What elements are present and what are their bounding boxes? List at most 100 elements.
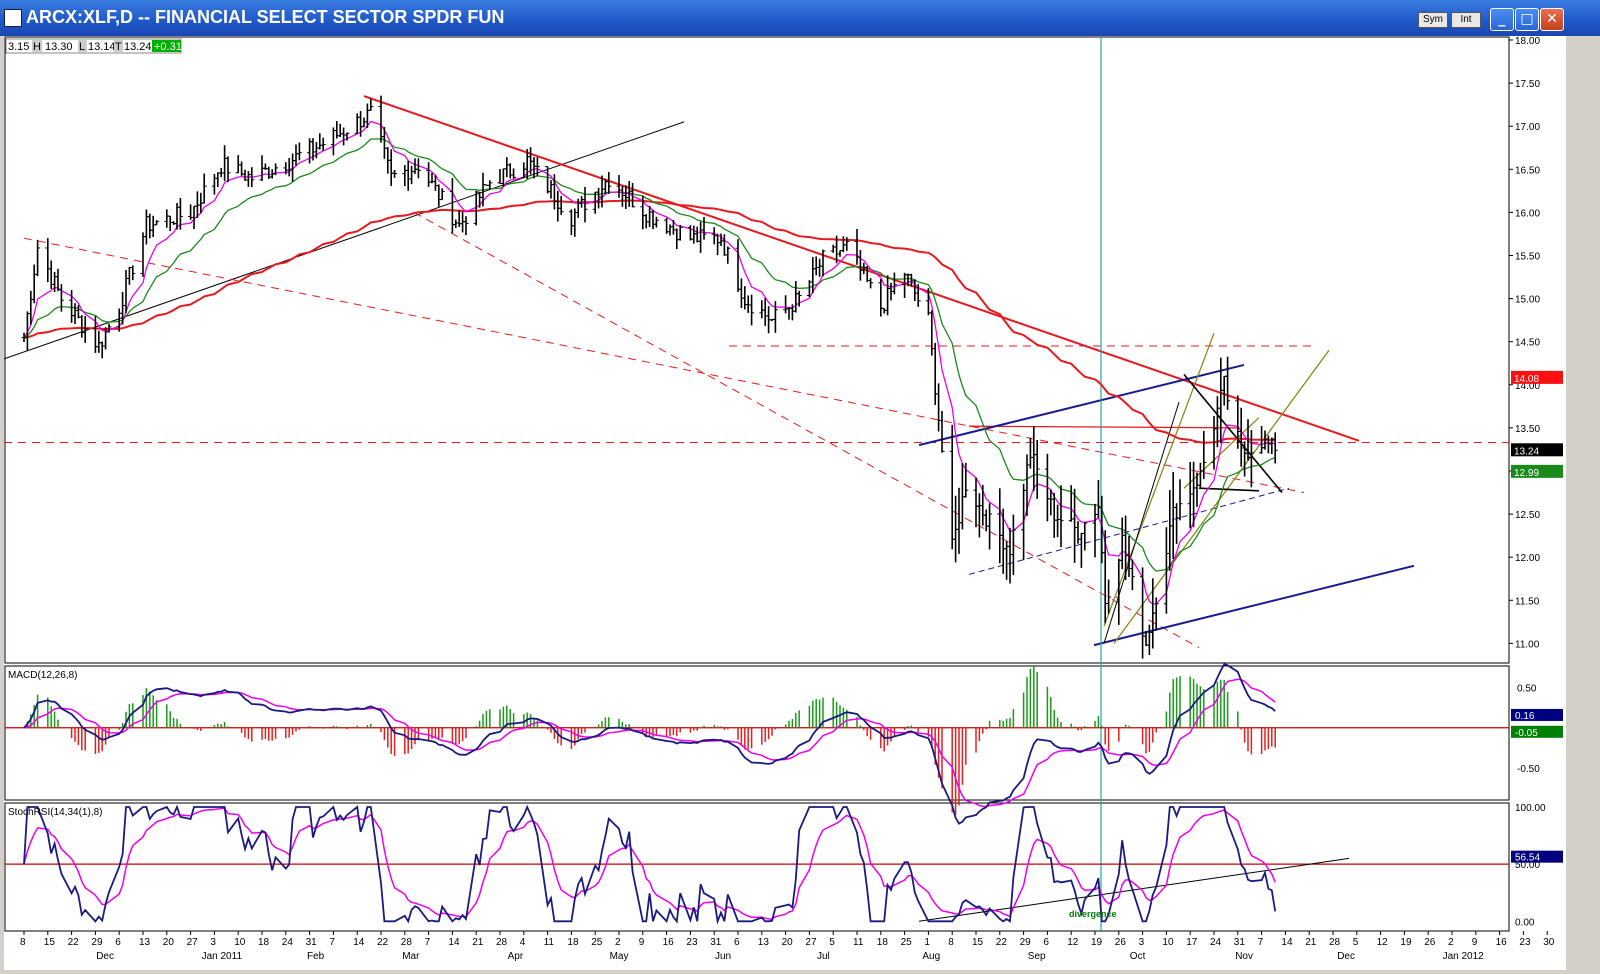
x-axis-label: 14	[353, 937, 365, 948]
x-axis-label: 27	[805, 937, 817, 948]
x-axis-label: 31	[710, 937, 722, 948]
x-axis-month-label: May	[610, 951, 629, 962]
x-axis-label: 31	[306, 937, 318, 948]
price-axis-label: 16.00	[1515, 208, 1540, 219]
macd-panel	[4, 665, 1510, 801]
int-toggle[interactable]: Int	[1451, 12, 1481, 28]
x-axis-label: 22	[68, 937, 80, 948]
x-axis-label: 14	[448, 937, 460, 948]
x-axis-label: 23	[686, 937, 698, 948]
macd-axis-label: -0.50	[1517, 764, 1540, 775]
price-axis-label: 17.00	[1515, 122, 1540, 133]
minimize-button[interactable]: _	[1490, 8, 1514, 31]
quote-high-tag: H	[33, 41, 41, 53]
x-axis-label: 8	[948, 937, 954, 948]
price-axis-label: 14.50	[1515, 338, 1540, 349]
x-axis-label: 23	[1519, 937, 1531, 948]
x-axis-label: 11	[544, 937, 555, 948]
long-moving-average-line	[23, 199, 1276, 444]
x-axis-label: 15	[972, 937, 984, 948]
macd-badge	[1511, 708, 1563, 721]
x-axis-label: 20	[163, 937, 175, 948]
macd-title: MACD(12,26,8)	[8, 670, 77, 681]
x-axis-month-label: Sep	[1028, 951, 1046, 962]
stoch-axis-label: 50.00	[1515, 860, 1540, 871]
x-axis-label: 27	[187, 937, 199, 948]
stoch-badge-label: 56.54	[1515, 853, 1540, 864]
price-axis-label: 15.50	[1515, 251, 1540, 262]
chart-canvas[interactable]: 3.15 H 13.30 L 13.14 T 13.24 +0.31 18.00…	[3, 36, 1566, 970]
x-axis-label: 26	[1424, 937, 1436, 948]
stoch-panel	[4, 802, 1510, 932]
x-axis-label: 9	[639, 937, 645, 948]
up-trendline	[3, 121, 685, 360]
x-axis-label: 3	[210, 937, 216, 948]
x-axis-label: 25	[901, 937, 913, 948]
price-badge-label: 13.24	[1514, 446, 1539, 457]
x-axis-label: 28	[401, 937, 413, 948]
x-axis-label: 5	[829, 937, 835, 948]
stoch-line	[23, 804, 1277, 925]
stoch-signal-line	[23, 807, 1276, 921]
x-axis-label: 6	[734, 937, 740, 948]
x-axis-label: 10	[234, 937, 246, 948]
x-axis-label: 12	[1067, 937, 1079, 948]
price-axis-label: 17.50	[1515, 79, 1540, 90]
x-axis-month-label: Jun	[715, 951, 731, 962]
x-axis-label: 31	[1234, 937, 1246, 948]
black-fan-line	[1103, 401, 1180, 644]
macd-badge-label: -0.05	[1515, 728, 1538, 739]
x-axis-label: 24	[282, 937, 294, 948]
macd-line	[23, 663, 1276, 825]
stoch-axis-label: 0.00	[1515, 917, 1535, 928]
x-axis-label: 28	[1329, 937, 1341, 948]
stochrsi-layer	[5, 804, 1509, 925]
x-axis-label: 18	[877, 937, 889, 948]
quote-box: 3.15 H 13.30 L 13.14 T 13.24 +0.31	[5, 38, 182, 54]
x-axis-month-label: Mar	[402, 951, 420, 962]
x-axis-label: 18	[567, 937, 579, 948]
quote-close-tag: T	[115, 41, 122, 53]
x-axis-label: 3	[1139, 937, 1145, 948]
x-axis-label: 10	[1162, 937, 1174, 948]
blue-channel-top	[918, 363, 1245, 447]
x-axis-month-label: Aug	[922, 951, 940, 962]
quote-high: 13.30	[45, 41, 73, 53]
quote-low-tag: L	[79, 41, 85, 53]
x-axis-label: 22	[377, 937, 389, 948]
x-axis-label: 5	[1353, 937, 1359, 948]
blue-channel-mid-dashed	[968, 487, 1290, 575]
price-panel	[4, 36, 1510, 664]
x-axis-label: 28	[496, 937, 508, 948]
x-axis-month-label: Apr	[508, 951, 524, 962]
x-axis-month-label: Feb	[307, 951, 325, 962]
sym-toggle[interactable]: Sym	[1418, 12, 1448, 28]
stoch-badge	[1511, 850, 1563, 863]
x-axis-label: 22	[996, 937, 1008, 948]
macd-layer	[5, 663, 1509, 825]
x-axis-month-label: Oct	[1130, 951, 1146, 962]
quote-low: 13.14	[88, 41, 116, 53]
app-icon	[4, 9, 22, 27]
close-button[interactable]: ✕	[1540, 8, 1564, 31]
quote-change: +0.31	[154, 41, 182, 53]
price-axis-label: 16.50	[1515, 165, 1540, 176]
macd-axis-label: 0.50	[1517, 684, 1537, 695]
x-axis-label: 21	[1305, 937, 1317, 948]
price-axis-label: 18.00	[1515, 36, 1540, 47]
x-axis-label: 20	[782, 937, 794, 948]
chart-frame: 3.15 H 13.30 L 13.14 T 13.24 +0.31 18.00…	[3, 36, 1566, 970]
price-axis-label: 12.00	[1515, 553, 1540, 564]
x-axis-label: 7	[425, 937, 431, 948]
maximize-button[interactable]: □	[1515, 8, 1539, 31]
price-axis-label: 12.50	[1515, 510, 1540, 521]
quote-open: 3.15	[8, 41, 29, 53]
x-axis-label: 4	[520, 937, 526, 948]
channel-lower-dashed	[413, 211, 1200, 649]
price-badge-label: 14.08	[1514, 374, 1539, 385]
x-axis-label: 7	[1258, 937, 1264, 948]
x-axis-label: 2	[615, 937, 621, 948]
x-axis-month-label: Dec	[96, 951, 114, 962]
x-axis-label: 6	[1043, 937, 1049, 948]
x-axis-label: 19	[1091, 937, 1103, 948]
